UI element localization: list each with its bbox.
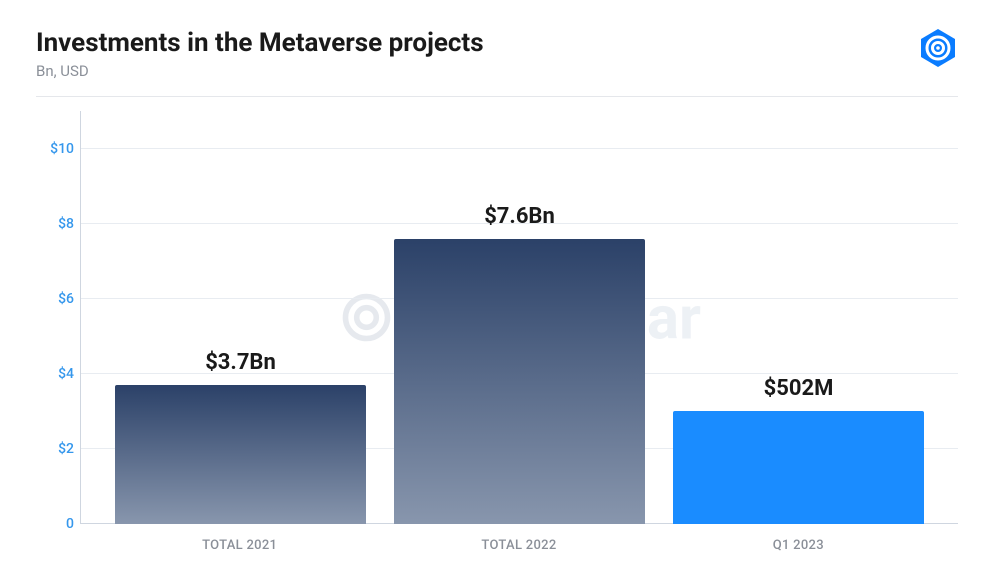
header: Investments in the Metaverse projects Bn…	[36, 28, 958, 80]
bar-value-label: $3.7Bn	[205, 350, 276, 375]
x-tick-label: TOTAL 2021	[114, 524, 365, 564]
x-tick-label: Q1 2023	[673, 524, 924, 564]
chart-container: Investments in the Metaverse projects Bn…	[0, 0, 994, 584]
x-labels: TOTAL 2021 TOTAL 2022 Q1 2023	[80, 524, 958, 564]
x-axis: TOTAL 2021 TOTAL 2022 Q1 2023	[36, 524, 958, 564]
bar	[115, 385, 366, 524]
chart-subtitle: Bn, USD	[36, 62, 918, 80]
bar	[673, 411, 924, 524]
y-tick-label: 0	[66, 516, 74, 532]
plot-area: DappRadar $3.7Bn$7.6Bn$502M	[80, 111, 958, 524]
chart-area: 0$2$4$6$8$10 DappRadar $3.7Bn$7.6Bn$502M	[36, 111, 958, 524]
header-divider	[36, 96, 958, 97]
y-tick-label: $2	[58, 441, 74, 457]
y-axis: 0$2$4$6$8$10	[36, 111, 80, 524]
bar-value-label: $7.6Bn	[484, 204, 555, 229]
chart-title: Investments in the Metaverse projects	[36, 28, 918, 58]
x-tick-label: TOTAL 2022	[393, 524, 644, 564]
bar-group: $7.6Bn	[394, 111, 645, 524]
bar	[394, 239, 645, 524]
y-tick-label: $8	[58, 216, 74, 232]
y-tick-label: $10	[50, 141, 74, 157]
bar-group: $502M	[673, 111, 924, 524]
brand-logo-icon	[918, 28, 958, 68]
bar-value-label: $502M	[764, 376, 834, 401]
bar-group: $3.7Bn	[115, 111, 366, 524]
bars-layer: $3.7Bn $7.6Bn $502M	[81, 111, 958, 524]
y-tick-label: $4	[58, 366, 74, 382]
title-block: Investments in the Metaverse projects Bn…	[36, 28, 918, 80]
y-tick-label: $6	[58, 291, 74, 307]
